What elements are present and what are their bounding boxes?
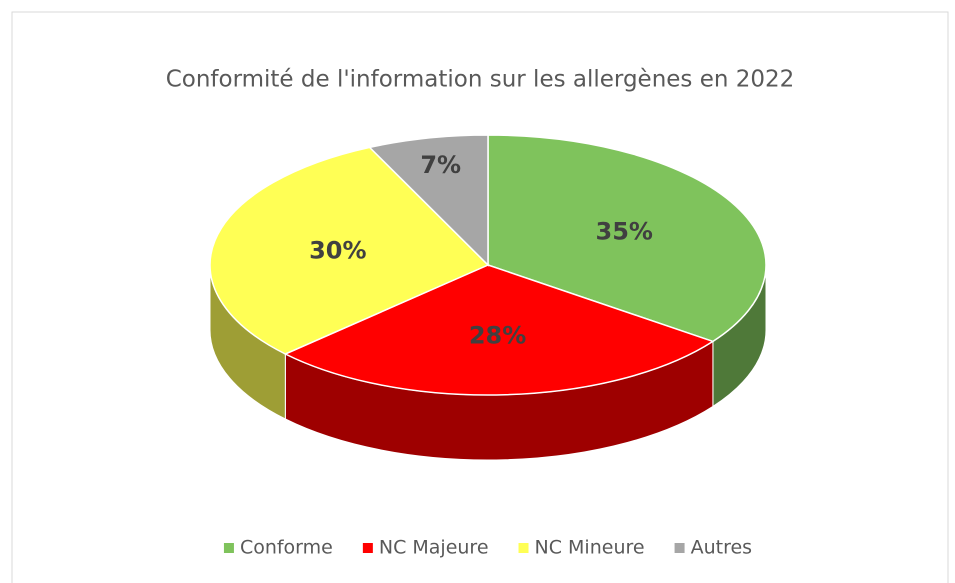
legend-label: Autres (691, 537, 752, 559)
legend-swatch (223, 543, 234, 553)
slice (209, 146, 490, 355)
slice (283, 264, 715, 396)
data-label: 35% (596, 218, 653, 246)
data-label: 30% (309, 237, 366, 265)
legend-swatch (674, 543, 685, 553)
legend-swatch (518, 543, 529, 553)
legend-label: NC Majeure (379, 537, 489, 559)
legend-swatch (362, 543, 373, 553)
legend-label: NC Mineure (535, 537, 645, 559)
legend-label: Conforme (240, 537, 333, 559)
slice (368, 134, 489, 267)
data-label: 28% (469, 321, 526, 349)
data-label: 7% (420, 151, 461, 179)
slice (487, 134, 767, 343)
legend: Conforme NC Majeure NC Mineure Autres (223, 537, 752, 559)
chart-title: Conformité de l'information sur les alle… (166, 67, 795, 93)
